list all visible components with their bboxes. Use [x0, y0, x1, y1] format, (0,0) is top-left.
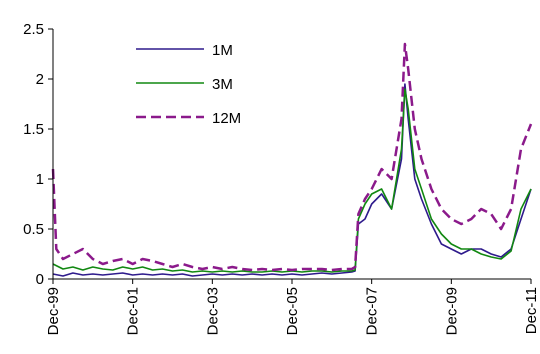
legend: 1M 3M 12M — [136, 42, 241, 127]
series-line-3m — [52, 88, 532, 273]
axes: 0 0.5 1 1.5 2 2.5 Dec-99 Dec-01 Dec-03 Dec-05 Dec-… — [23, 21, 540, 335]
legend-label-3m: 3M — [212, 76, 233, 93]
series-line-1m — [52, 83, 532, 277]
y-tick-label: 2.5 — [23, 21, 44, 38]
series-line-12m — [51, 42, 533, 272]
series-lines — [51, 42, 533, 277]
x-tick-label: Dec-03 — [204, 287, 221, 335]
x-tick-label: Dec-05 — [284, 287, 301, 335]
y-tick-label: 2 — [36, 71, 44, 88]
x-tick-label: Dec-01 — [125, 287, 142, 335]
x-tick-label: Dec-07 — [364, 287, 381, 335]
x-tick-label: Dec-09 — [443, 287, 460, 335]
legend-label-12m: 12M — [212, 110, 241, 127]
x-tick-label: Dec-99 — [45, 287, 62, 335]
y-tick-label: 0 — [36, 271, 44, 288]
x-tick-label: Dec-11 — [523, 287, 540, 334]
y-tick-label: 0.5 — [23, 221, 44, 238]
y-tick-label: 1 — [36, 171, 44, 188]
legend-label-1m: 1M — [212, 42, 233, 59]
y-tick-label: 1.5 — [23, 121, 44, 138]
